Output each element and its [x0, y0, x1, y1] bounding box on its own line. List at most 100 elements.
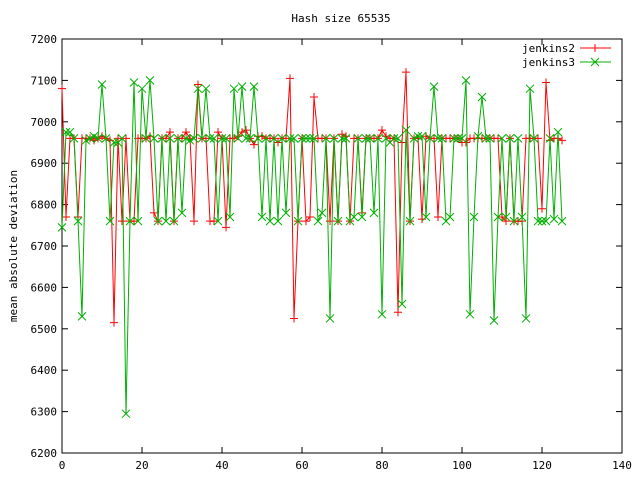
data-point	[301, 134, 311, 143]
data-point	[261, 134, 271, 143]
data-point	[249, 82, 259, 91]
data-point	[541, 216, 551, 226]
data-point	[117, 134, 127, 143]
y-tick-label: 6400	[31, 364, 58, 377]
data-point	[397, 299, 407, 309]
data-point	[130, 217, 138, 226]
series-layer	[57, 68, 567, 419]
data-point	[558, 136, 566, 145]
data-point	[193, 84, 203, 94]
data-point	[341, 134, 351, 143]
data-point	[353, 134, 363, 143]
data-point	[394, 308, 402, 317]
data-point	[373, 134, 383, 143]
data-point	[286, 74, 294, 83]
data-point	[213, 216, 223, 226]
data-point	[481, 134, 491, 143]
data-point	[189, 134, 199, 143]
x-tick-label: 60	[295, 459, 308, 472]
tick-labels: 6200 6300 6400 6500 6600 6700 6800 6900 7000 7100…	[31, 33, 632, 472]
data-point	[497, 134, 507, 143]
data-point	[145, 76, 155, 85]
data-point	[209, 134, 219, 143]
data-point	[502, 217, 510, 226]
y-tick-label: 6900	[31, 157, 58, 170]
data-point	[258, 132, 266, 141]
data-point	[205, 134, 215, 143]
data-point	[297, 134, 307, 143]
data-point	[405, 216, 415, 226]
data-point	[378, 126, 386, 135]
data-point	[285, 134, 295, 143]
y-tick-label: 6300	[31, 406, 58, 419]
data-point	[389, 134, 399, 143]
x-tick-label: 140	[612, 459, 632, 472]
data-point	[501, 212, 511, 222]
y-tick-label: 6800	[31, 199, 58, 212]
data-point	[282, 134, 290, 143]
data-point	[521, 314, 531, 323]
data-point	[77, 312, 87, 321]
x-tick-label: 100	[452, 459, 472, 472]
data-point	[313, 216, 323, 226]
data-point	[349, 212, 359, 222]
data-point	[281, 208, 291, 218]
data-point	[269, 134, 279, 143]
data-point	[498, 213, 506, 222]
data-point	[169, 216, 179, 226]
data-point	[166, 128, 174, 137]
data-point	[273, 216, 283, 226]
chart-title: Hash size 65535	[291, 12, 390, 25]
data-point	[365, 134, 375, 143]
data-point	[534, 134, 542, 143]
data-point	[157, 134, 167, 143]
data-point	[453, 134, 463, 143]
data-point	[469, 212, 479, 222]
data-point	[101, 134, 111, 143]
y-tick-label: 7000	[31, 116, 58, 129]
data-point	[125, 216, 135, 226]
data-point	[289, 134, 299, 143]
data-point	[129, 78, 139, 87]
data-point	[230, 134, 238, 143]
legend-label: jenkins3	[522, 56, 575, 69]
data-point	[305, 134, 315, 143]
legend-marker	[591, 44, 599, 52]
data-point	[537, 216, 547, 226]
data-point	[517, 212, 527, 222]
data-point	[65, 127, 75, 137]
data-point	[422, 132, 430, 141]
data-point	[85, 134, 95, 143]
data-point	[317, 208, 327, 218]
data-point	[73, 216, 83, 226]
data-point	[369, 208, 379, 218]
data-point	[553, 127, 563, 137]
data-point	[302, 217, 310, 226]
data-point	[357, 212, 367, 222]
data-point	[457, 134, 467, 143]
data-point	[401, 125, 411, 135]
data-point	[241, 134, 251, 143]
data-point	[90, 136, 98, 145]
data-point	[489, 316, 499, 325]
data-point	[449, 134, 459, 143]
data-point	[509, 216, 519, 226]
data-point	[201, 84, 211, 94]
data-point	[338, 130, 346, 139]
data-point	[229, 84, 239, 94]
data-point	[173, 134, 183, 143]
data-point	[245, 134, 255, 143]
data-point	[233, 134, 243, 143]
data-point	[61, 127, 71, 137]
x-tick-label: 120	[532, 459, 552, 472]
data-point	[326, 217, 334, 226]
y-tick-label: 6600	[31, 281, 58, 294]
data-point	[402, 68, 410, 77]
legend-label: jenkins2	[522, 42, 575, 55]
data-point	[505, 134, 515, 143]
data-point	[513, 134, 523, 143]
data-point	[293, 216, 303, 226]
data-point	[162, 134, 170, 143]
data-point	[538, 204, 546, 213]
